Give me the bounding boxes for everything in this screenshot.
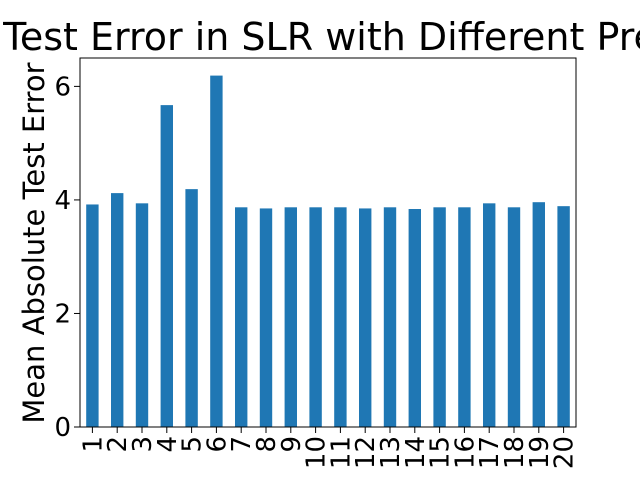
- bar-18: [507, 207, 521, 427]
- x-tick-label: 19: [525, 436, 555, 469]
- y-tick-label: 6: [54, 72, 71, 102]
- bar-11: [334, 207, 347, 427]
- x-tick-label: 12: [351, 436, 381, 469]
- bar-3: [135, 203, 149, 427]
- x-tick-label: 3: [128, 436, 158, 453]
- y-tick-label: 0: [54, 413, 71, 443]
- bar-1: [86, 204, 99, 427]
- x-tick-label: 16: [450, 436, 480, 469]
- bar-2: [111, 193, 124, 427]
- x-tick-label: 18: [500, 436, 530, 469]
- x-tick-label: 2: [103, 436, 133, 453]
- bar-7: [235, 207, 248, 427]
- x-tick-label: 20: [550, 436, 580, 469]
- x-tick-label: 1: [78, 436, 108, 453]
- x-tick-label: 5: [178, 436, 208, 453]
- bar-20: [557, 206, 570, 427]
- x-tick-label: 14: [401, 436, 431, 469]
- x-tick-label: 11: [326, 436, 356, 469]
- x-tick-label: 9: [277, 436, 307, 453]
- bar-8: [259, 208, 273, 427]
- axes-frame: [79, 57, 577, 428]
- x-tick-label: 6: [202, 436, 232, 453]
- x-tick-label: 17: [475, 436, 505, 469]
- y-tick-label: 4: [54, 186, 71, 216]
- bar-4: [160, 105, 173, 427]
- chart-title: Test Error in SLR with Different Pre: [2, 15, 640, 59]
- bar-10: [309, 207, 322, 427]
- bar-17: [483, 203, 496, 427]
- bar-13: [383, 207, 397, 427]
- y-tick-label: 2: [54, 299, 71, 329]
- bar-5: [185, 189, 198, 427]
- x-tick-label: 4: [153, 436, 183, 453]
- bar-14: [408, 209, 421, 427]
- bar-12: [359, 208, 372, 427]
- bar-16: [458, 207, 471, 427]
- x-tick-label: 8: [252, 436, 282, 453]
- x-tick-label: 13: [376, 436, 406, 469]
- x-tick-label: 7: [227, 436, 257, 453]
- bar-15: [433, 207, 446, 427]
- bar-19: [532, 202, 545, 427]
- x-tick-label: 10: [302, 436, 332, 469]
- y-axis-label: Mean Absolute Test Error: [17, 62, 51, 423]
- bar-6: [210, 75, 223, 428]
- bar-9: [284, 207, 297, 427]
- x-tick-label: 15: [426, 436, 456, 469]
